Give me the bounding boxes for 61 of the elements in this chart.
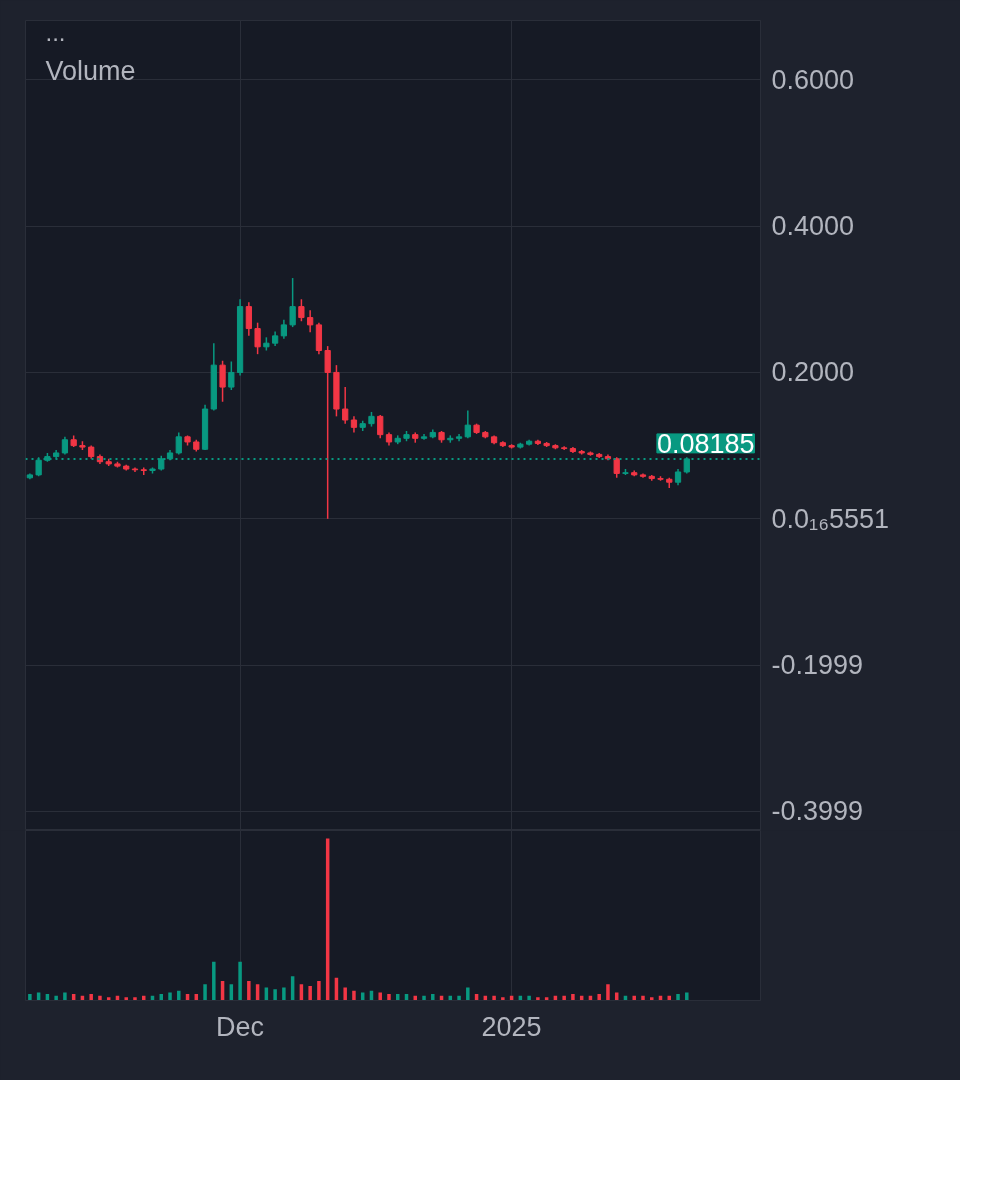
bar (247, 981, 251, 1001)
bar (317, 981, 321, 1001)
bar (168, 992, 172, 1001)
bar (685, 992, 689, 1001)
bar (28, 994, 32, 1001)
candlestick (280, 319, 288, 340)
y-tick-label: -0.3999 (771, 796, 864, 827)
y-tick-label: 0.2000 (771, 357, 855, 388)
candlestick (219, 359, 226, 403)
candlestick (464, 409, 471, 440)
bar (387, 994, 391, 1001)
bar (676, 994, 680, 1001)
bar (562, 995, 566, 1001)
bar (632, 995, 636, 1001)
candlestick (307, 309, 314, 333)
bar (431, 994, 435, 1001)
y-tick-label: -0.1999 (771, 650, 864, 681)
bar (527, 995, 531, 1001)
bar (378, 992, 382, 1001)
y-tick-label: 0.6000 (771, 64, 855, 95)
bar (282, 987, 286, 1001)
bar (203, 984, 207, 1001)
bar (212, 961, 216, 1001)
y-tick-label: 0.0₁₆5551 (771, 503, 890, 534)
bar (457, 995, 461, 1001)
ref-line-label: 0.08185 (656, 428, 755, 459)
bar (343, 987, 347, 1001)
bar (54, 995, 58, 1001)
bar (89, 994, 93, 1001)
bar (177, 990, 181, 1001)
bar (124, 997, 128, 1001)
bar (422, 995, 426, 1001)
candlestick (245, 301, 252, 337)
candlestick (342, 386, 349, 425)
bar (98, 995, 102, 1001)
bar (641, 995, 645, 1001)
candlestick (377, 414, 384, 440)
x-tick-label: Dec (216, 1011, 265, 1042)
bar (501, 997, 505, 1001)
annotation: ... (45, 18, 66, 46)
bar (536, 997, 540, 1001)
y-tick-label: 0.4000 (771, 211, 855, 242)
bar (238, 961, 242, 1001)
bar (466, 987, 470, 1001)
candlestick (324, 345, 331, 520)
candlestick (254, 321, 261, 355)
bar (133, 997, 137, 1001)
bar (571, 994, 575, 1001)
candlestick (289, 277, 296, 328)
candlestick (613, 456, 620, 479)
bar (597, 994, 601, 1001)
candlestick (228, 360, 235, 391)
candlestick (298, 298, 305, 322)
bar (308, 985, 312, 1001)
bar (606, 984, 610, 1001)
text: Volume (45, 55, 136, 86)
x-tick-label: 2025 (481, 1011, 542, 1042)
bar (273, 989, 277, 1001)
bar (492, 995, 496, 1001)
bar (352, 990, 356, 1001)
bar (63, 992, 67, 1001)
